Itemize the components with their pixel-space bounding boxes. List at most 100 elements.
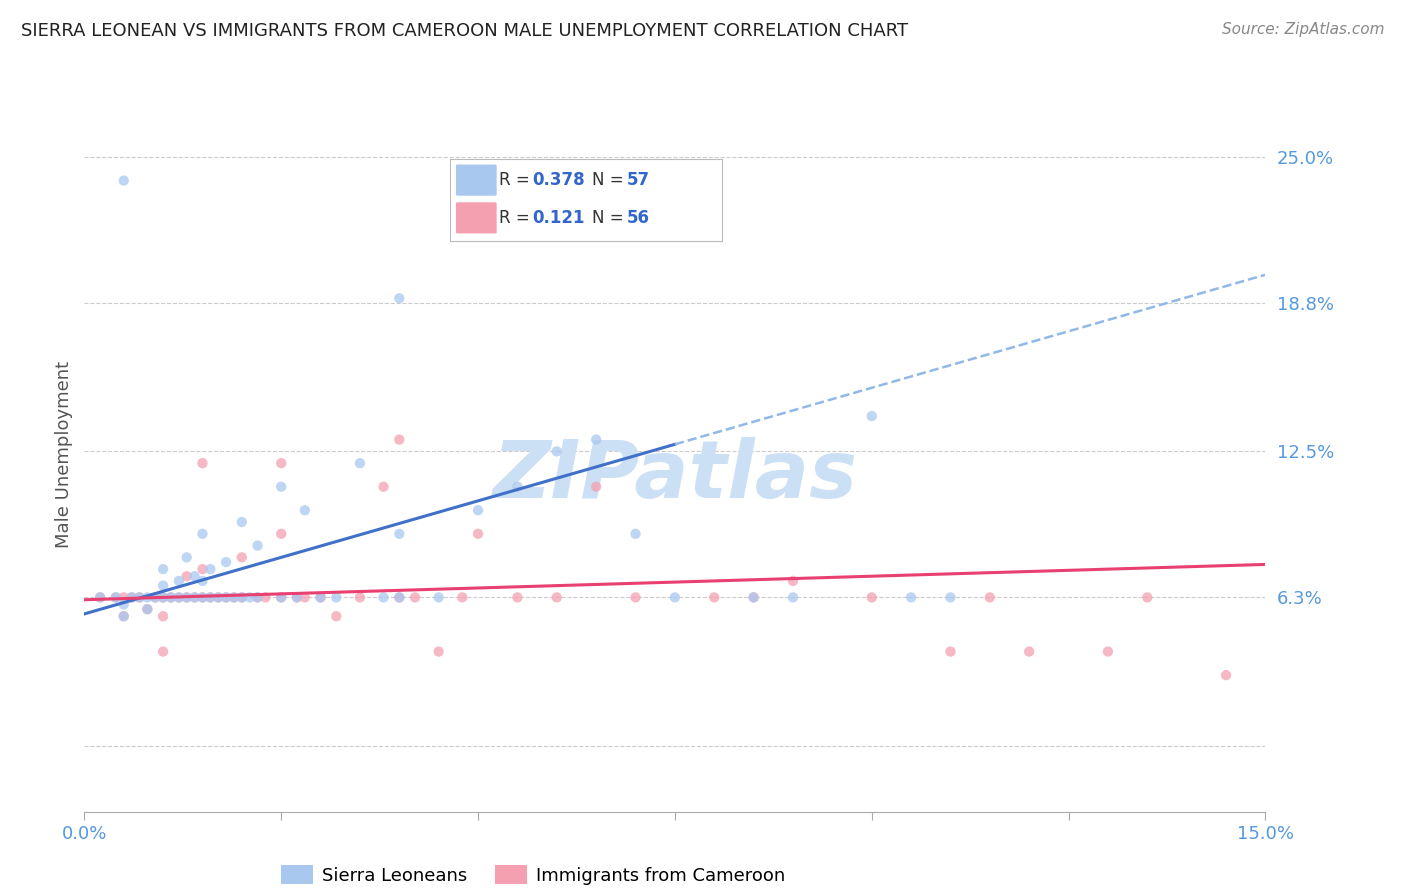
Point (176, 569, 198, 583)
Point (467, 503, 489, 517)
Point (231, 591, 253, 605)
Point (207, 591, 229, 605)
Point (121, 591, 143, 605)
Point (1136, 591, 1159, 605)
Point (152, 644, 174, 658)
Point (200, 562, 222, 576)
Text: SIERRA LEONEAN VS IMMIGRANTS FROM CAMEROON MALE UNEMPLOYMENT CORRELATION CHART: SIERRA LEONEAN VS IMMIGRANTS FROM CAMERO… (21, 22, 908, 40)
Point (89, 591, 111, 605)
Point (183, 591, 205, 605)
Point (231, 515, 253, 529)
Point (939, 591, 962, 605)
Text: N =: N = (592, 171, 628, 189)
Point (294, 591, 316, 605)
Point (939, 644, 962, 658)
Point (506, 591, 529, 605)
Point (270, 591, 292, 605)
Point (546, 444, 568, 458)
Point (104, 591, 127, 605)
Point (404, 591, 426, 605)
Point (152, 609, 174, 624)
Text: N =: N = (592, 209, 628, 227)
Point (664, 591, 686, 605)
Point (860, 591, 883, 605)
Point (388, 433, 411, 447)
Point (104, 591, 127, 605)
Point (136, 591, 159, 605)
FancyBboxPatch shape (456, 202, 496, 234)
Point (112, 609, 135, 624)
Point (152, 591, 174, 605)
Point (388, 591, 411, 605)
Point (191, 574, 214, 588)
Point (200, 591, 222, 605)
Point (246, 591, 269, 605)
Point (388, 291, 411, 305)
Point (388, 591, 411, 605)
Point (167, 591, 190, 605)
Point (112, 609, 135, 624)
Legend: Sierra Leoneans, Immigrants from Cameroon: Sierra Leoneans, Immigrants from Cameroo… (281, 865, 786, 885)
Text: Source: ZipAtlas.com: Source: ZipAtlas.com (1222, 22, 1385, 37)
Point (979, 591, 1001, 605)
Point (782, 591, 804, 605)
Point (160, 591, 183, 605)
Point (703, 591, 725, 605)
Point (546, 591, 568, 605)
Point (112, 598, 135, 612)
Point (152, 562, 174, 576)
Point (349, 456, 371, 470)
Point (152, 579, 174, 593)
Point (742, 591, 765, 605)
Point (285, 591, 308, 605)
Point (215, 591, 238, 605)
Point (309, 591, 332, 605)
Point (427, 591, 450, 605)
Point (112, 591, 135, 605)
Point (231, 591, 253, 605)
Point (191, 591, 214, 605)
Point (742, 591, 765, 605)
Point (349, 591, 371, 605)
Point (506, 480, 529, 494)
Text: 0.121: 0.121 (531, 209, 585, 227)
Text: R =: R = (499, 171, 536, 189)
Point (128, 591, 150, 605)
Point (176, 550, 198, 565)
Text: 56: 56 (627, 209, 650, 227)
Point (585, 433, 607, 447)
Point (246, 539, 269, 553)
Point (167, 574, 190, 588)
Point (388, 526, 411, 541)
Point (900, 591, 922, 605)
Y-axis label: Male Unemployment: Male Unemployment (55, 361, 73, 549)
Point (183, 591, 205, 605)
Point (191, 456, 214, 470)
Text: ZIPatlas: ZIPatlas (492, 437, 858, 516)
Point (1215, 668, 1237, 682)
Point (128, 591, 150, 605)
Point (427, 644, 450, 658)
Point (176, 591, 198, 605)
Point (325, 609, 347, 624)
Point (143, 591, 166, 605)
Point (239, 591, 262, 605)
Point (270, 480, 292, 494)
Text: 0.378: 0.378 (531, 171, 585, 189)
Point (860, 409, 883, 423)
Point (1097, 644, 1119, 658)
Point (246, 591, 269, 605)
Point (152, 591, 174, 605)
Point (624, 526, 647, 541)
Point (207, 591, 229, 605)
Point (167, 591, 190, 605)
Point (200, 591, 222, 605)
Point (222, 591, 245, 605)
Point (270, 591, 292, 605)
Point (467, 526, 489, 541)
Point (89, 591, 111, 605)
Point (782, 574, 804, 588)
Point (373, 591, 395, 605)
Point (191, 526, 214, 541)
Point (325, 591, 347, 605)
